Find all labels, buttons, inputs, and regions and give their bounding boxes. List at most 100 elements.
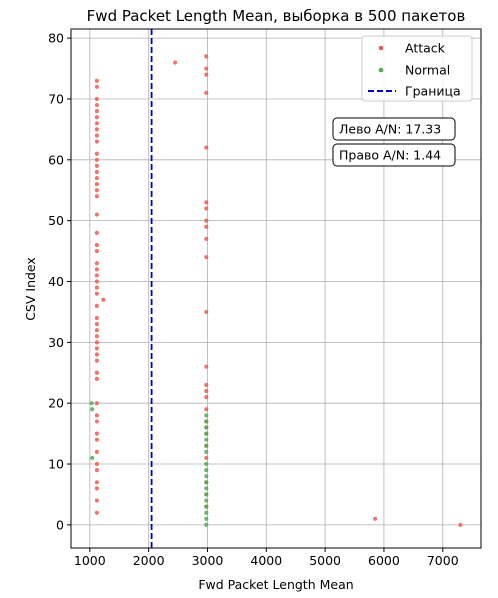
x-axis-ticks: 1000 2000 3000 4000 5000 6000 7000 [74, 548, 459, 568]
grid [71, 29, 481, 548]
point-attack [94, 127, 99, 132]
point-attack [94, 96, 99, 102]
y-tick-label: 10 [48, 457, 64, 472]
point-normal [204, 443, 209, 448]
point-attack [94, 78, 99, 83]
y-tick-label: 30 [48, 335, 64, 350]
legend-normal-label: Normal [405, 63, 450, 78]
point-attack [94, 285, 99, 290]
point-attack [94, 157, 99, 162]
point-attack [94, 334, 99, 339]
point-attack [204, 255, 209, 260]
point-attack [94, 291, 99, 296]
point-attack [94, 461, 99, 467]
point-attack [94, 182, 99, 187]
point-attack [94, 419, 99, 424]
point-attack [204, 309, 209, 315]
x-tick-label: 2000 [133, 553, 165, 568]
point-normal [204, 468, 209, 473]
point-attack [94, 358, 99, 363]
point-attack [94, 248, 99, 254]
point-attack [204, 382, 209, 388]
point-attack [94, 352, 99, 357]
annotation-left-ratio: Лево A/N: 17.33 [332, 117, 456, 141]
point-attack [204, 455, 209, 461]
point-normal [204, 522, 209, 527]
point-normal [204, 431, 209, 436]
plot-frame [70, 28, 482, 549]
point-attack [94, 431, 99, 436]
point-attack [204, 72, 209, 77]
point-attack [94, 376, 99, 381]
point-attack [94, 242, 99, 248]
point-attack [173, 60, 178, 65]
x-tick-label: 1000 [74, 553, 106, 568]
x-tick-label: 7000 [427, 553, 459, 568]
point-normal [204, 516, 209, 521]
point-normal [204, 425, 209, 430]
point-attack [204, 224, 209, 229]
point-normal [204, 486, 209, 491]
chart-title: Fwd Packet Length Mean, выборка в 500 па… [87, 7, 466, 25]
data-points [89, 54, 463, 527]
point-attack [94, 261, 99, 266]
point-attack [94, 279, 99, 284]
point-normal [90, 407, 95, 412]
point-attack [94, 346, 99, 351]
point-normal [90, 455, 95, 461]
legend-attack-marker [378, 45, 384, 51]
point-attack [94, 102, 99, 108]
annotation-right-text: Право A/N: 1.44 [339, 148, 441, 163]
point-attack [94, 115, 99, 120]
point-attack [94, 437, 99, 442]
point-attack [94, 109, 99, 114]
point-normal [89, 401, 94, 406]
point-attack [94, 510, 99, 515]
point-attack [94, 340, 99, 345]
point-attack [94, 230, 99, 235]
point-attack [204, 145, 209, 150]
point-attack [94, 273, 99, 278]
point-attack [94, 169, 99, 175]
point-attack [204, 236, 209, 242]
legend-box [361, 35, 473, 102]
point-attack [204, 395, 209, 400]
legend-boundary-label: Граница [405, 84, 461, 99]
point-attack [373, 516, 378, 521]
point-attack [204, 388, 209, 394]
point-attack [94, 121, 99, 126]
point-attack [204, 90, 209, 95]
point-attack [94, 449, 99, 454]
point-normal [204, 510, 209, 515]
point-attack [94, 212, 99, 217]
point-attack [94, 498, 99, 503]
point-attack [94, 139, 99, 144]
point-attack [101, 297, 106, 302]
legend-attack-label: Attack [405, 41, 446, 56]
point-attack [94, 84, 99, 89]
point-attack [204, 54, 209, 59]
point-attack [94, 370, 99, 375]
point-attack [94, 480, 99, 485]
point-attack [94, 151, 99, 156]
point-attack [94, 315, 99, 321]
point-attack [94, 486, 99, 491]
legend: Attack Normal Граница [361, 35, 473, 102]
y-axis-label: CSV Index [23, 257, 38, 321]
x-tick-label: 6000 [368, 553, 400, 568]
legend-normal-marker [378, 67, 384, 73]
point-attack [94, 188, 99, 193]
point-attack [94, 413, 99, 418]
y-axis-ticks: 0 10 20 30 40 50 60 70 80 [48, 31, 71, 532]
y-tick-label: 70 [48, 91, 64, 106]
point-attack [204, 364, 209, 369]
y-tick-label: 60 [48, 152, 64, 167]
point-attack [94, 133, 99, 138]
point-attack [94, 267, 99, 272]
point-attack [204, 206, 209, 211]
point-normal [204, 413, 209, 418]
point-attack [204, 200, 209, 205]
annotation-left-box [332, 117, 456, 141]
point-attack [94, 194, 99, 199]
